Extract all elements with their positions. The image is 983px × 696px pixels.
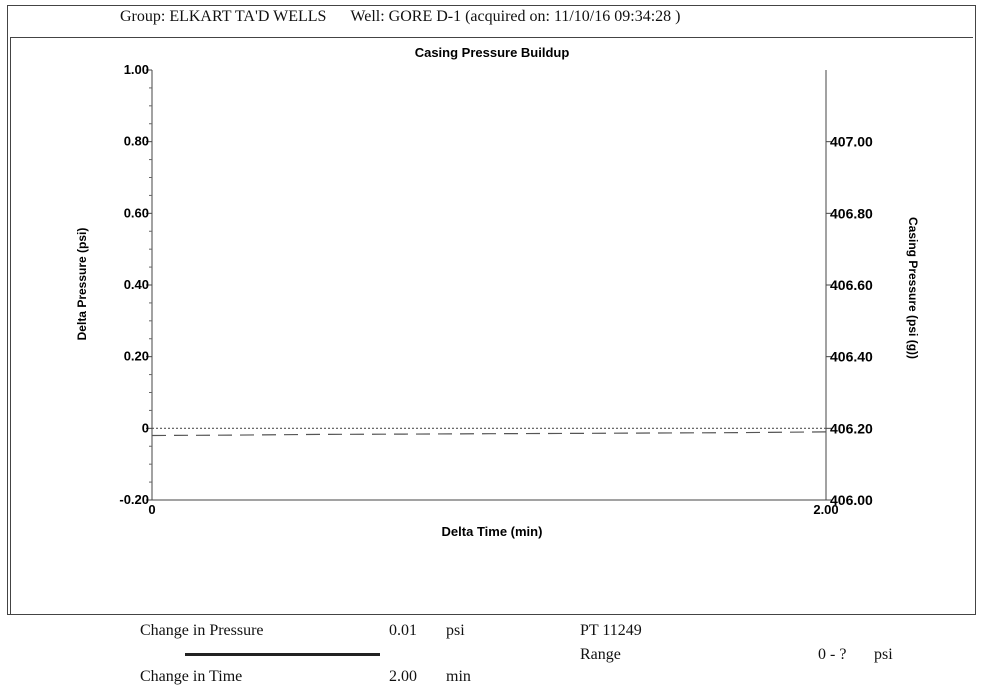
left-tick-label: 0: [142, 420, 149, 435]
right-tick-label: 406.80: [830, 205, 873, 221]
change-pressure-unit: psi: [446, 622, 465, 639]
change-time-value: 2.00: [389, 668, 417, 685]
chart-title: Casing Pressure Buildup: [415, 45, 570, 60]
footer-divider: [185, 653, 380, 656]
x-tick-label: 0: [148, 502, 155, 517]
range-unit: psi: [874, 646, 893, 663]
left-tick-label: 0.40: [124, 277, 149, 292]
chart-frame: [10, 37, 973, 614]
group-label: Group: ELKART TA'D WELLS: [120, 8, 327, 25]
change-time-label: Change in Time: [140, 668, 243, 685]
left-tick-label: 0.60: [124, 205, 149, 220]
right-tick-label: 406.60: [830, 277, 873, 293]
pt-label: PT 11249: [580, 622, 642, 639]
left-axis-ticks: 1.00 0.80 0.60 0.40 0.20 0 -0.20: [119, 62, 152, 507]
right-tick-label: 406.20: [830, 420, 873, 436]
casing-pressure-series: [151, 431, 827, 437]
x-axis-label: Delta Time (min): [442, 524, 543, 539]
range-value: 0 - ?: [818, 646, 847, 663]
left-tick-label: -0.20: [119, 492, 149, 507]
report-header: Group: ELKART TA'D WELLS Well: GORE D-1 (…: [120, 8, 680, 26]
y-axis-label: Delta Pressure (psi): [75, 228, 89, 341]
series-layer: [151, 427, 827, 437]
left-tick-label: 0.80: [124, 134, 149, 149]
y2-axis-label: Casing Pressure (psi (g)): [906, 217, 920, 359]
left-tick-label: 1.00: [124, 62, 149, 77]
well-label: Well: GORE D-1 (acquired on: 11/10/16 09…: [350, 8, 681, 25]
range-label: Range: [580, 646, 621, 663]
change-time-unit: min: [446, 668, 471, 685]
x-tick-label: 2.00: [813, 502, 838, 517]
right-tick-label: 406.00: [830, 492, 873, 508]
x-axis-ticks: 0 2.00: [148, 502, 838, 517]
change-pressure-value: 0.01: [389, 622, 417, 639]
left-tick-label: 0.20: [124, 349, 149, 364]
right-tick-label: 407.00: [830, 134, 873, 150]
report-frame: [7, 5, 976, 615]
right-axis-ticks: 407.00 406.80 406.60 406.40 406.20 406.00: [826, 134, 873, 508]
change-pressure-label: Change in Pressure: [140, 622, 264, 639]
right-tick-label: 406.40: [830, 349, 873, 365]
